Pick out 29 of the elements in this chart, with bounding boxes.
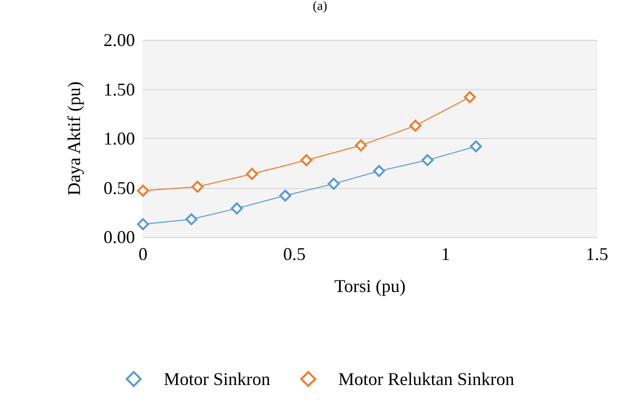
x-tick-label: 1 xyxy=(441,244,450,264)
point xyxy=(300,154,312,166)
y-tick-label: 1.50 xyxy=(104,79,135,100)
x-tick-label: 0 xyxy=(138,244,148,264)
chart-title: (a) xyxy=(312,0,328,13)
legend-label: Motor Reluktan Sinkron xyxy=(338,369,514,389)
point xyxy=(464,91,476,104)
y-axis-title: Daya Aktif (pu) xyxy=(64,82,84,196)
point xyxy=(246,168,258,180)
y-tick-label: 0.50 xyxy=(104,178,135,198)
point xyxy=(279,190,292,202)
point xyxy=(422,154,434,166)
y-tick-label: 2.00 xyxy=(104,30,135,50)
y-tick-label: 0.00 xyxy=(104,227,135,247)
x-axis-title: Torsi (pu) xyxy=(334,276,406,296)
point xyxy=(191,180,204,193)
legend-label: Motor Sinkron xyxy=(164,369,270,389)
point xyxy=(328,178,340,190)
point xyxy=(185,213,198,226)
point xyxy=(470,140,482,152)
x-tick-label: 1.5 xyxy=(586,244,608,264)
point xyxy=(409,120,422,132)
y-tick-label: 1.00 xyxy=(104,128,135,148)
point xyxy=(354,139,367,152)
point xyxy=(373,165,386,178)
point xyxy=(137,218,149,230)
point xyxy=(230,202,243,214)
x-tick-label: 0.5 xyxy=(283,244,306,264)
point xyxy=(137,184,149,197)
